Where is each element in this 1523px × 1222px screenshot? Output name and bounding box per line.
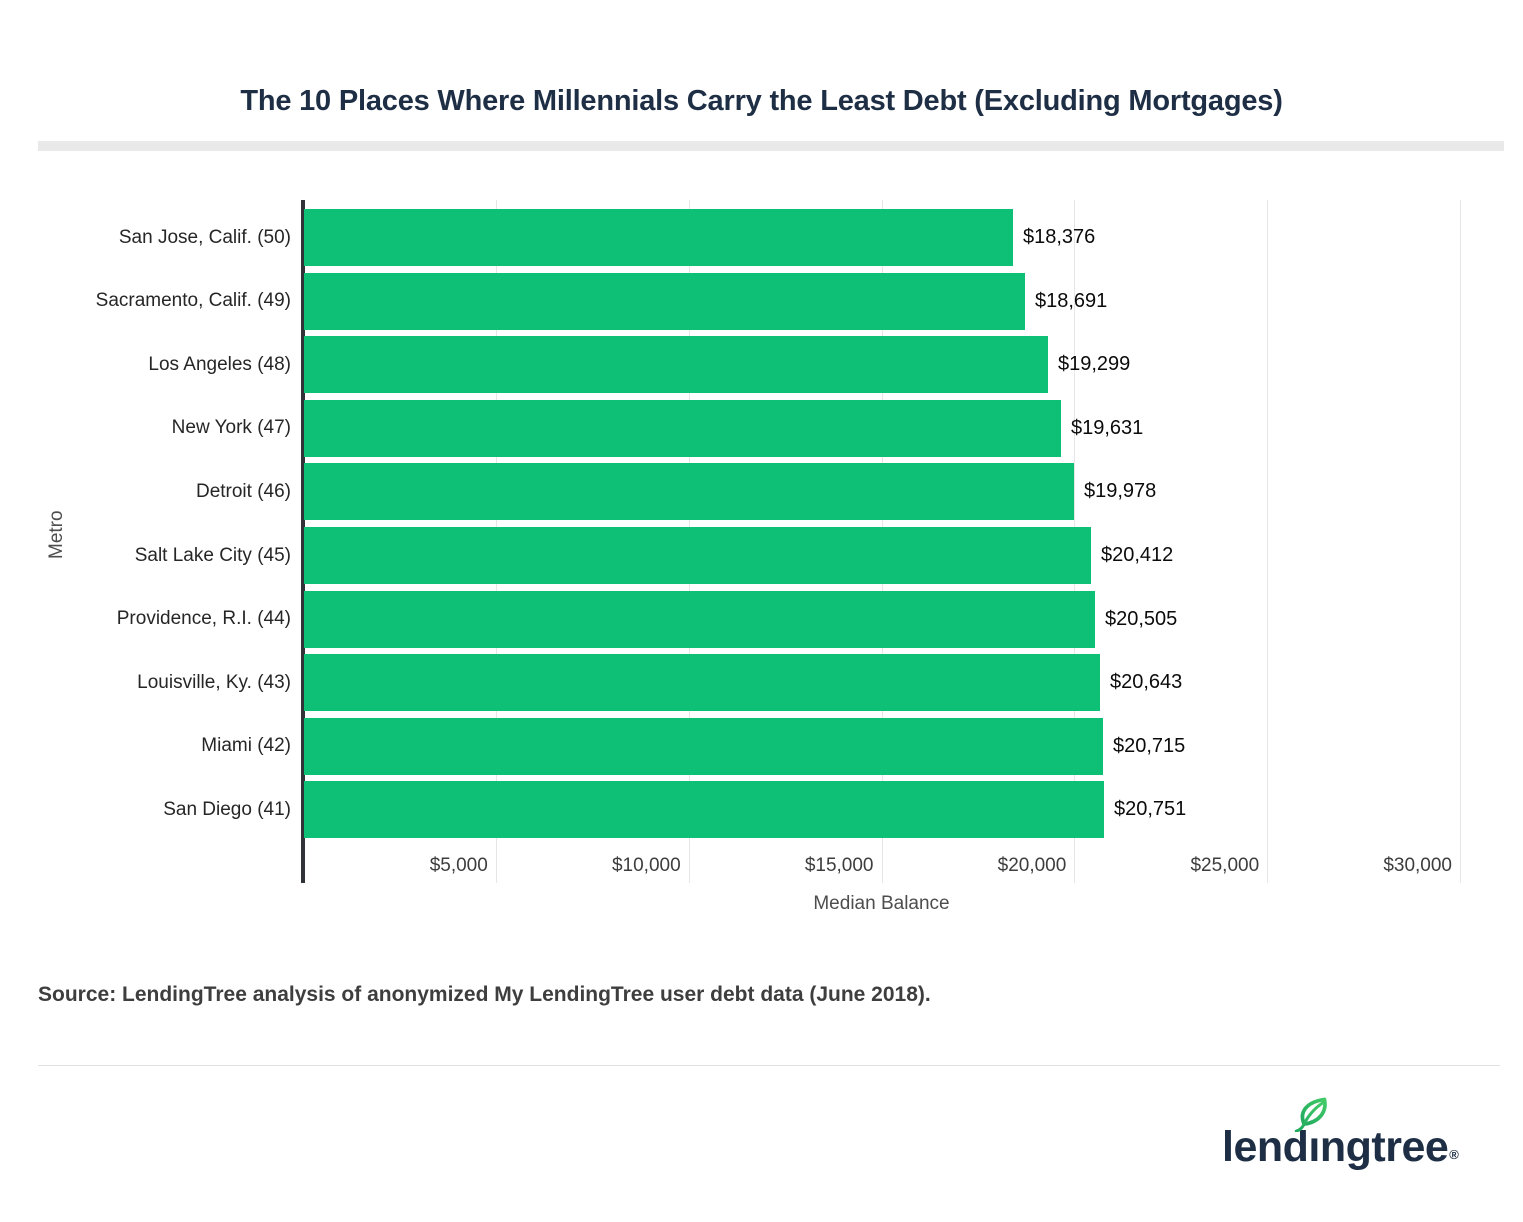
category-label: San Jose, Calif. (50): [118, 226, 291, 248]
category-label: Los Angeles (48): [148, 353, 291, 375]
bar: [304, 272, 1025, 330]
category-label: New York (47): [171, 417, 291, 439]
value-label: $19,299: [1058, 353, 1131, 376]
bar-row: San Diego (41) $20,751: [0, 781, 1523, 839]
chart-title: The 10 Places Where Millennials Carry th…: [240, 85, 1283, 117]
y-axis-line: [301, 200, 305, 883]
logo-text-lend: lend: [1222, 1123, 1309, 1171]
bar: [304, 654, 1100, 712]
bar: [304, 781, 1104, 839]
bar: [304, 209, 1013, 266]
bar-row: Providence, R.I. (44) $20,505: [0, 590, 1523, 648]
value-label: $20,643: [1110, 671, 1183, 694]
bar-chart: Metro $5,000 $10,000 $15,000 $20,000 $25,000…: [0, 200, 1523, 883]
value-label: $20,715: [1113, 734, 1186, 757]
bar-row: Detroit (46) $19,978: [0, 463, 1523, 521]
x-tick-label: $20,000: [997, 855, 1067, 876]
value-label: $20,751: [1114, 798, 1187, 821]
value-label: $19,631: [1071, 416, 1144, 439]
bar-row: Louisville, Ky. (43) $20,643: [0, 654, 1523, 712]
category-label: San Diego (41): [163, 798, 291, 820]
x-tick-label: $25,000: [1190, 855, 1260, 876]
category-label: Detroit (46): [195, 480, 291, 502]
bar: [304, 399, 1061, 457]
bar-row: Salt Lake City (45) $20,412: [0, 527, 1523, 584]
value-label: $18,691: [1035, 289, 1108, 312]
bar-row: Sacramento, Calif. (49) $18,691: [0, 272, 1523, 330]
bar: [304, 590, 1095, 648]
x-tick-label: $5,000: [429, 855, 488, 876]
value-label: $20,505: [1105, 607, 1178, 630]
title-underline-band: [38, 141, 1504, 151]
value-label: $19,978: [1084, 480, 1157, 503]
bar: [304, 336, 1048, 394]
lendingtree-logo: lend ı ngtree ®: [1222, 1097, 1459, 1178]
x-tick-label: $30,000: [1383, 855, 1452, 876]
leaf-icon: [1295, 1097, 1328, 1132]
bar-row: San Jose, Calif. (50) $18,376: [0, 209, 1523, 266]
bar: [304, 527, 1091, 584]
bar: [304, 717, 1103, 775]
x-tick-label: $15,000: [804, 855, 874, 876]
bar-row: Miami (42) $20,715: [0, 717, 1523, 775]
value-label: $20,412: [1101, 544, 1174, 566]
bar-row: New York (47) $19,631: [0, 399, 1523, 457]
category-label: Louisville, Ky. (43): [137, 671, 291, 693]
x-tick-label: $10,000: [611, 855, 681, 876]
category-label: Salt Lake City (45): [134, 544, 291, 566]
bar: [304, 463, 1074, 521]
category-label: Sacramento, Calif. (49): [95, 290, 291, 312]
category-label: Providence, R.I. (44): [116, 608, 291, 630]
gridline: [1460, 200, 1461, 883]
source-note: Source: LendingTree analysis of anonymiz…: [38, 983, 931, 1006]
registered-mark: ®: [1449, 1147, 1459, 1162]
bar-row: Los Angeles (48) $19,299: [0, 336, 1523, 394]
logo-text-ngtree: ngtree: [1319, 1123, 1449, 1171]
value-label: $18,376: [1023, 226, 1096, 248]
logo-letter-i: ı: [1295, 1097, 1328, 1170]
logo-wordmark: lend ı ngtree ®: [1222, 1097, 1459, 1178]
x-axis-title: Median Balance: [813, 893, 950, 914]
bottom-divider: [38, 1065, 1500, 1066]
category-label: Miami (42): [201, 735, 291, 757]
gridline: [1267, 200, 1269, 883]
